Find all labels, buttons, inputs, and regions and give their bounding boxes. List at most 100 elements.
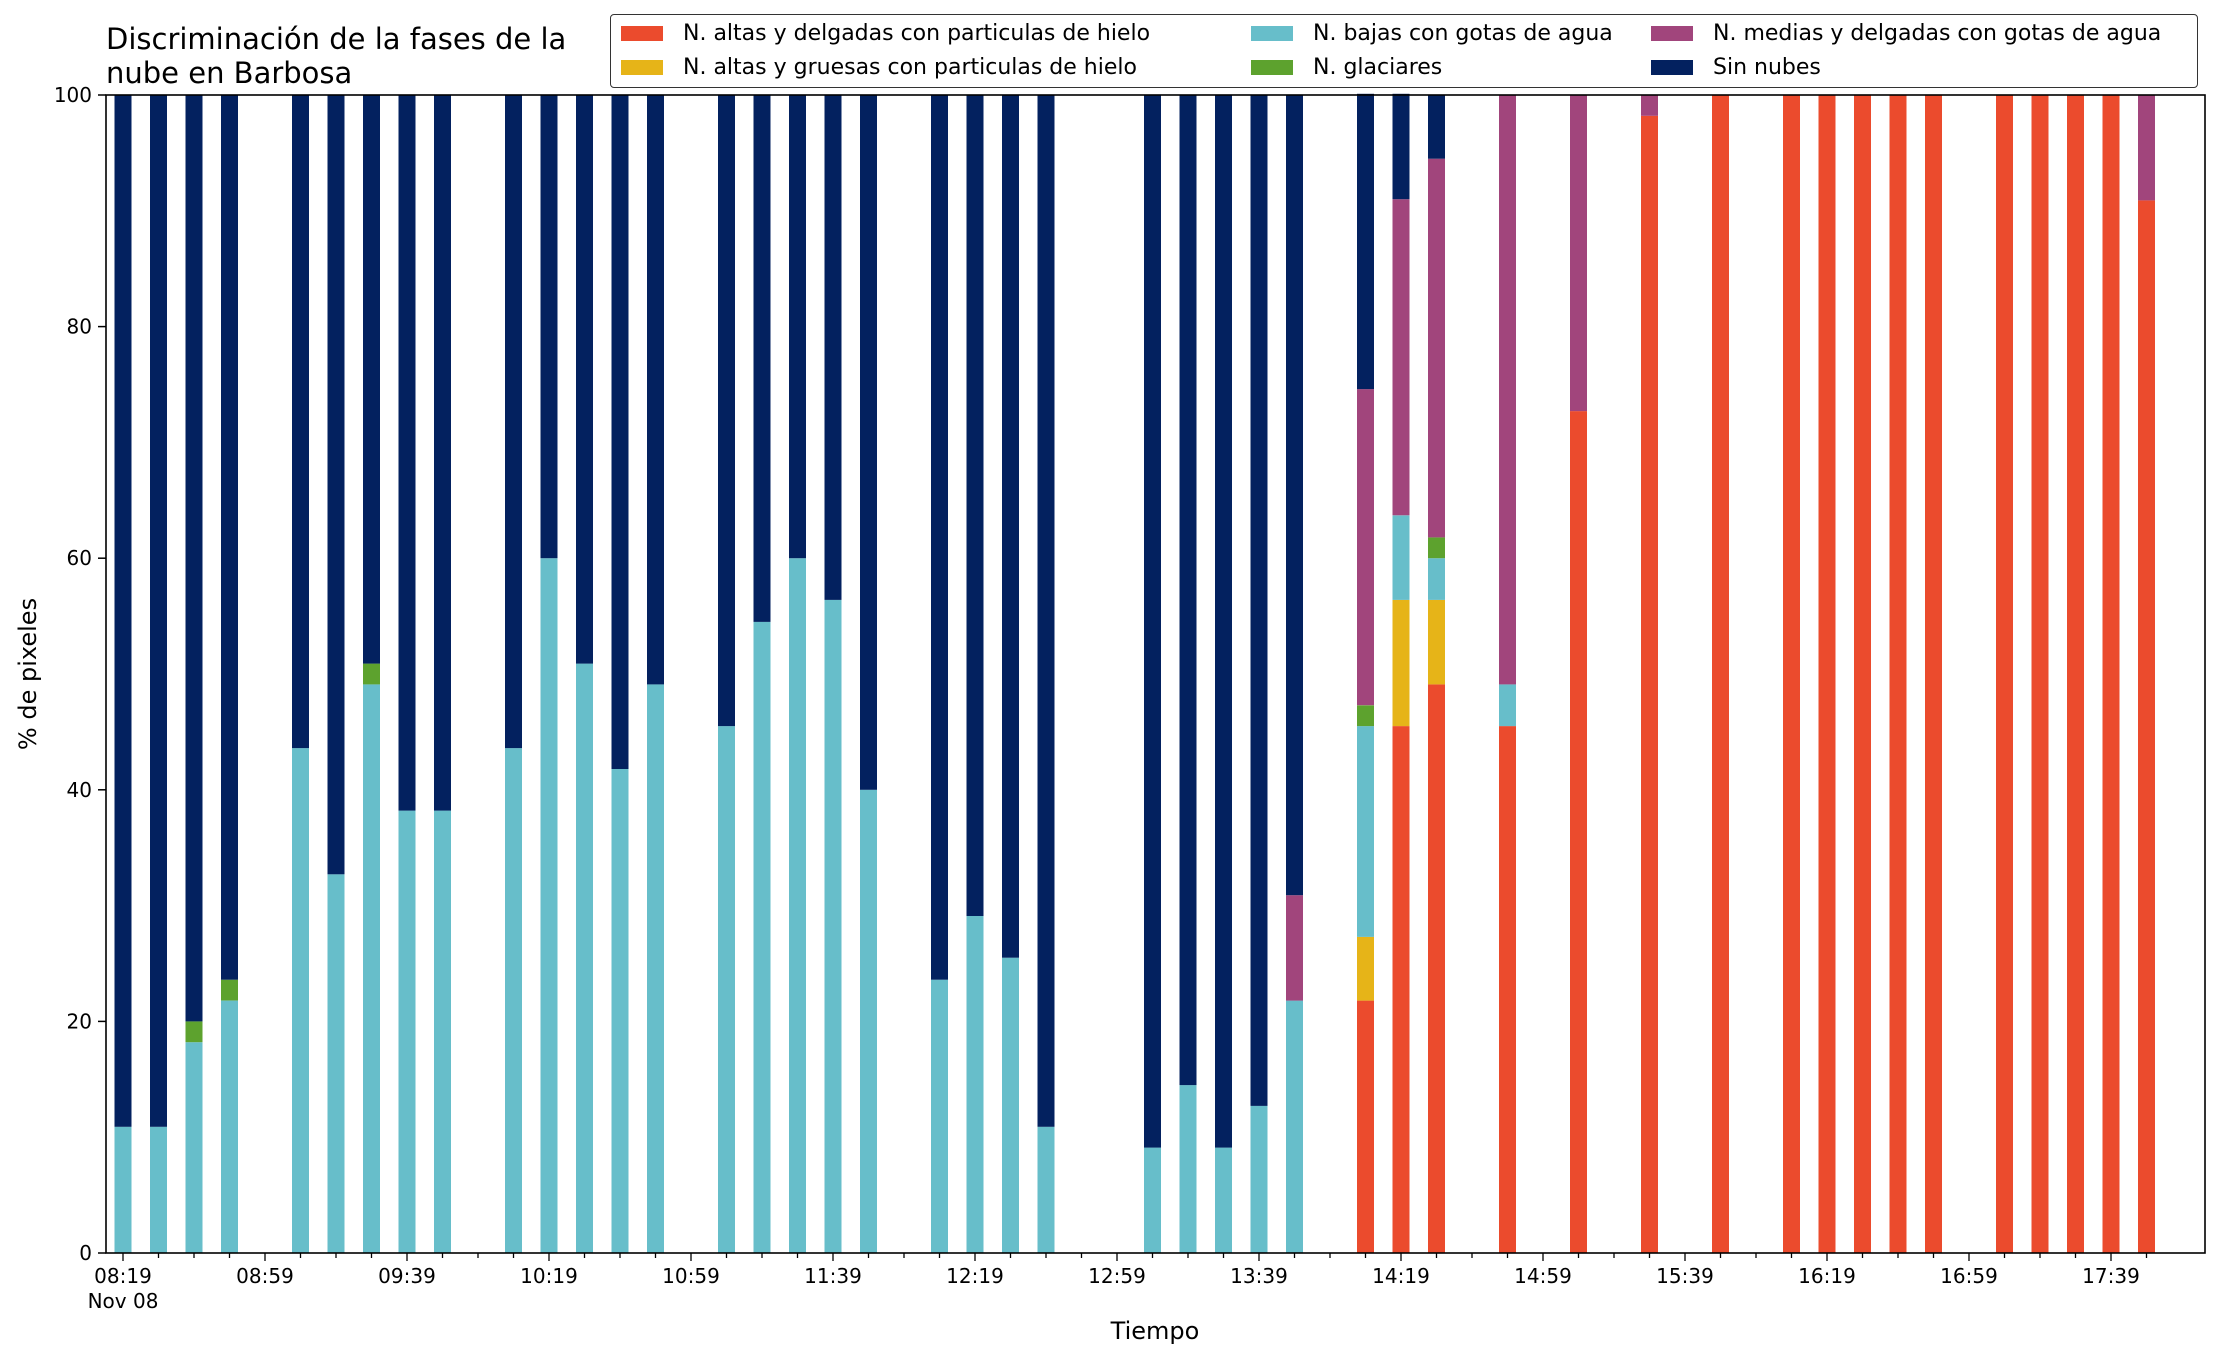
bar-segment: [292, 748, 309, 1253]
bar-segment: [576, 95, 593, 664]
legend-item-bajas-agua: N. bajas con gotas de agua: [1251, 21, 1613, 46]
legend-swatch: [1251, 60, 1293, 75]
x-tick-label: 10:19: [520, 1264, 578, 1288]
legend-swatch: [621, 60, 663, 75]
bar-segment: [1570, 95, 1587, 412]
y-tick-label: 60: [67, 546, 92, 570]
chart-title: Discriminación de la fases de la nube en…: [106, 22, 567, 90]
bar-segment: [647, 95, 664, 685]
bar-segment: [860, 789, 877, 1253]
legend-label: N. altas y gruesas con particulas de hie…: [683, 55, 1137, 80]
x-tick-sublabel: Nov 08: [88, 1289, 159, 1313]
bar-segment: [363, 684, 380, 1253]
bar-segment: [505, 748, 522, 1253]
bar-segment: [1037, 1126, 1055, 1253]
bar-segment: [2102, 95, 2120, 1253]
bar-segment: [1428, 537, 1445, 559]
bar-segment: [1428, 158, 1445, 538]
legend-item-medias-agua: N. medias y delgadas con gotas de agua: [1651, 21, 2161, 46]
bar-segment: [221, 979, 238, 1001]
bar-segment: [1179, 95, 1197, 1086]
bar-segment: [1250, 95, 1268, 1106]
legend-swatch: [1251, 26, 1293, 41]
bar-segment: [363, 95, 380, 664]
bar-segment: [1357, 389, 1374, 706]
bar-segment: [1996, 95, 2013, 1253]
bar-segment: [647, 684, 664, 1253]
legend-item-altas-gruesas: N. altas y gruesas con particulas de hie…: [621, 55, 1137, 80]
bar-segment: [1428, 599, 1445, 685]
y-axis-label: % de pixeles: [14, 598, 42, 750]
bar-segment: [1179, 1085, 1197, 1253]
legend: N. altas y delgadas con particulas de hi…: [610, 14, 2198, 88]
legend-label: N. bajas con gotas de agua: [1313, 21, 1613, 46]
x-tick-label: 11:39: [804, 1264, 862, 1288]
bar-segment: [2138, 95, 2155, 201]
bar-segment: [150, 1126, 167, 1253]
bar-segment: [1392, 93, 1410, 200]
legend-label: N. glaciares: [1313, 55, 1443, 80]
bar-segment: [1499, 726, 1516, 1253]
legend-item-glaciares: N. glaciares: [1251, 55, 1442, 80]
bar-segment: [1428, 684, 1445, 1253]
bar-segment: [434, 95, 451, 811]
bar-segment: [1144, 1147, 1161, 1253]
bar-segment: [1144, 95, 1161, 1148]
bar-segment: [1215, 95, 1232, 1148]
bar-segment: [1002, 95, 1019, 958]
bar-segment: [860, 95, 877, 790]
bar-segment: [363, 663, 380, 685]
bar-segment: [1286, 1000, 1303, 1253]
bar-segment: [221, 95, 238, 980]
bar-segment: [398, 810, 416, 1253]
bar-segment: [1818, 95, 1836, 1253]
x-tick-label: 17:39: [2082, 1264, 2140, 1288]
bar-segment: [824, 599, 842, 1253]
bar-segment: [611, 95, 629, 769]
x-tick-label: 15:39: [1656, 1264, 1714, 1288]
x-axis-label: Tiempo: [1110, 1317, 1200, 1345]
x-tick-label: 08:19: [94, 1264, 152, 1288]
bar-segment: [1037, 95, 1055, 1127]
y-axis: 0 20 40 60 80 100: [54, 83, 106, 1265]
bar-segment: [1002, 957, 1019, 1253]
bar-segment: [327, 874, 345, 1253]
bar-segment: [1392, 726, 1410, 1253]
bar-segment: [1854, 95, 1871, 1253]
bar-segment: [576, 663, 593, 1253]
bar-segment: [931, 95, 948, 980]
x-tick-label: 16:19: [1798, 1264, 1856, 1288]
bar-segment: [1392, 515, 1410, 600]
bar-segment: [1428, 558, 1445, 600]
x-tick-label: 08:59: [236, 1264, 294, 1288]
plot-frame: [105, 94, 2206, 1254]
bar-segment: [1357, 1000, 1374, 1253]
bar-segment: [1215, 1147, 1232, 1253]
bar-segment: [1392, 599, 1410, 727]
bar-segment: [1286, 895, 1303, 1001]
x-tick-label: 10:59: [662, 1264, 720, 1288]
y-tick-label: 80: [67, 315, 92, 339]
bar-segment: [1783, 95, 1800, 1253]
legend-swatch: [1651, 26, 1693, 41]
bar-segment: [789, 558, 806, 1253]
legend-item-sin-nubes: Sin nubes: [1651, 55, 1821, 80]
bar-segment: [1925, 95, 1942, 1253]
y-tick-label: 40: [67, 778, 92, 802]
bar-segment: [1889, 95, 1907, 1253]
bar-segment: [114, 95, 132, 1127]
bar-segment: [185, 95, 203, 1022]
bar-segment: [1357, 936, 1374, 1001]
legend-label: N. medias y delgadas con gotas de agua: [1713, 21, 2162, 46]
bar-segment: [114, 1126, 132, 1253]
bar-segment: [2067, 95, 2084, 1253]
x-tick-label: 12:19: [946, 1264, 1004, 1288]
bar-segment: [540, 558, 558, 1253]
bar-segment: [1570, 411, 1587, 1254]
legend-label: Sin nubes: [1713, 55, 1821, 80]
bar-segment: [611, 769, 629, 1253]
bar-segment: [753, 95, 771, 622]
bar-segment: [1712, 95, 1729, 1253]
